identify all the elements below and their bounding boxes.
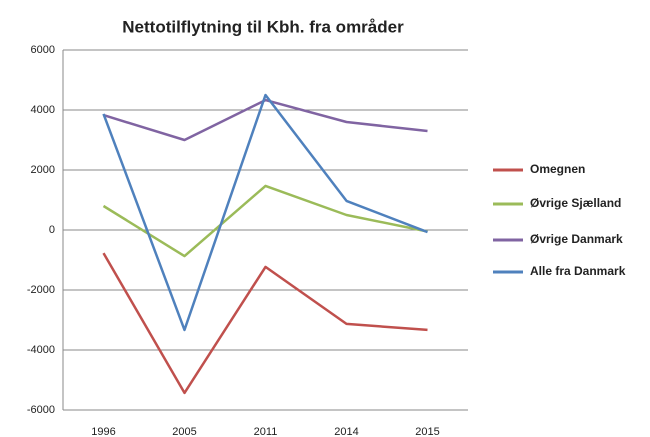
x-tick-label: 2015: [415, 426, 439, 437]
y-tick-label: -4000: [27, 344, 55, 356]
series-line: [102, 184, 428, 258]
y-tick-label: 6000: [31, 44, 55, 56]
y-tick-label: 2000: [31, 164, 55, 176]
legend-label: Alle fra Danmark: [530, 264, 626, 278]
y-tick-label: 0: [49, 224, 55, 236]
legend-label: Øvrige Sjælland: [530, 196, 621, 210]
series-line: [102, 93, 428, 332]
y-tick-label: 4000: [31, 104, 55, 116]
series-line: [103, 98, 428, 142]
x-tick-label: 1996: [91, 426, 115, 437]
x-tick-label: 2011: [254, 426, 278, 437]
y-tick-label: -2000: [27, 284, 55, 296]
x-tick-label: 2005: [172, 426, 196, 437]
legend-label: Omegnen: [530, 162, 585, 176]
chart-title: Nettotilflytning til Kbh. fra områder: [122, 17, 404, 36]
x-tick-label: 2014: [334, 426, 358, 437]
y-tick-label: -6000: [27, 404, 55, 416]
legend-label: Øvrige Danmark: [530, 232, 623, 246]
series-line: [102, 252, 428, 395]
